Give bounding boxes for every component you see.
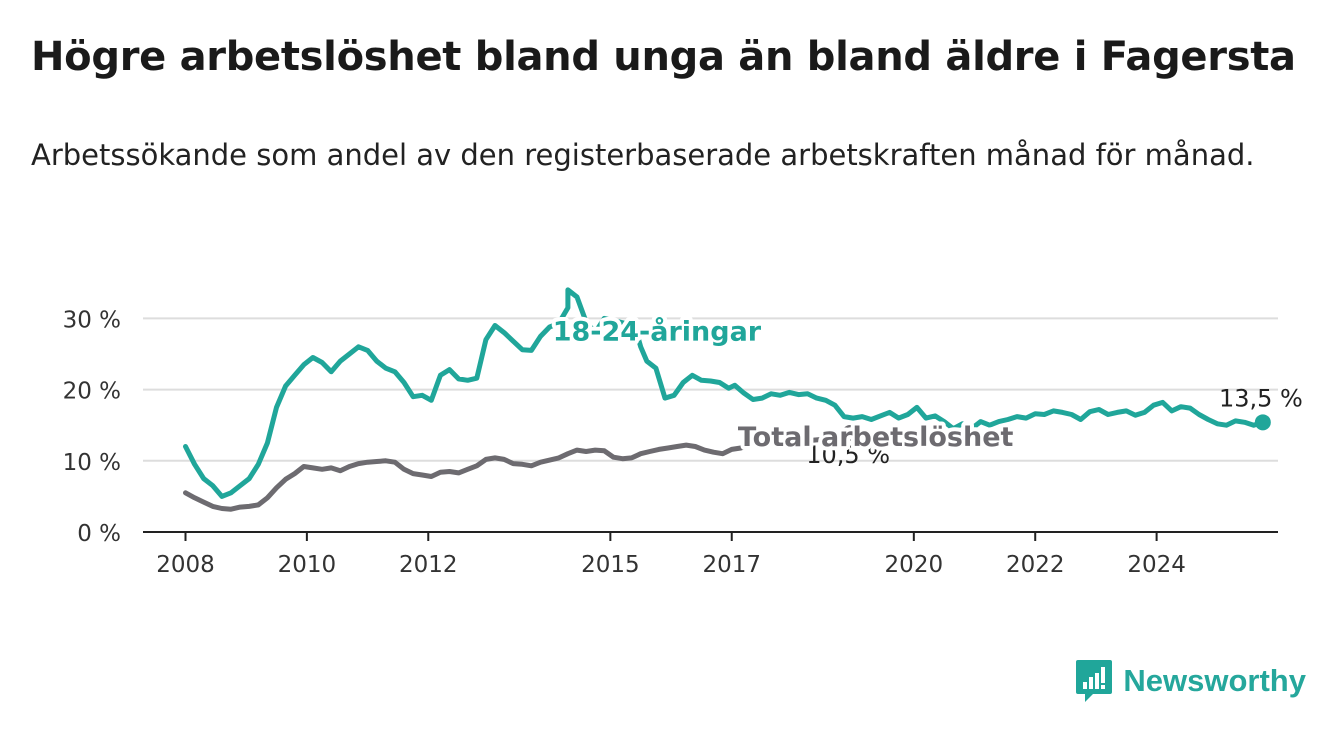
- x-tick-label: 2015: [581, 552, 640, 578]
- y-tick-label: 10 %: [63, 450, 121, 476]
- y-tick-label: 0 %: [77, 521, 121, 547]
- x-tick-label: 2012: [399, 552, 458, 578]
- series-annotation: 18-24-åringar: [553, 315, 762, 347]
- series-annotation-halo: 18-24-åringar: [553, 315, 762, 347]
- x-tick-label: 2020: [885, 552, 944, 578]
- x-tick-label: 2017: [702, 552, 761, 578]
- x-tick-label: 2024: [1127, 552, 1186, 578]
- series-labels: 13,5 %10,5 %18-24-åringar18-24-åringarTo…: [549, 311, 1303, 469]
- x-tick-label: 2008: [156, 552, 215, 578]
- x-tick-label: 2010: [278, 552, 337, 578]
- series-line: [183, 430, 853, 512]
- series-lines: [183, 287, 1271, 512]
- newsworthy-logo-icon: [1076, 660, 1113, 702]
- y-tick-label: 20 %: [63, 379, 121, 405]
- total-end-label: 10,5 %: [806, 441, 890, 469]
- chart-title: Högre arbetslöshet bland unga än bland ä…: [31, 34, 1296, 80]
- y-tick-label: 30 %: [63, 307, 121, 333]
- series-end-point: [842, 425, 859, 442]
- chart-subtitle: Arbetssökande som andel av den registerb…: [31, 138, 1255, 172]
- series-end-point: [1254, 414, 1271, 431]
- gridlines: [143, 317, 1278, 462]
- series-annotation-halo: Total arbetslöshet: [738, 422, 1014, 453]
- y-axis-ticks: 0 % 10 % 20 % 30 %: [63, 307, 121, 547]
- x-axis-ticks: 2008 2010 2012 2015 2017 2020 2022 2024: [156, 532, 1186, 578]
- youth-end-label: 13,5 %: [1219, 384, 1303, 412]
- series-annotation: Total arbetslöshet: [738, 422, 1014, 453]
- brand-name: Newsworthy: [1123, 663, 1306, 698]
- series-line: [183, 287, 1266, 499]
- newsworthy-brand[interactable]: Newsworthy: [1075, 658, 1306, 704]
- x-tick-label: 2022: [1006, 552, 1065, 578]
